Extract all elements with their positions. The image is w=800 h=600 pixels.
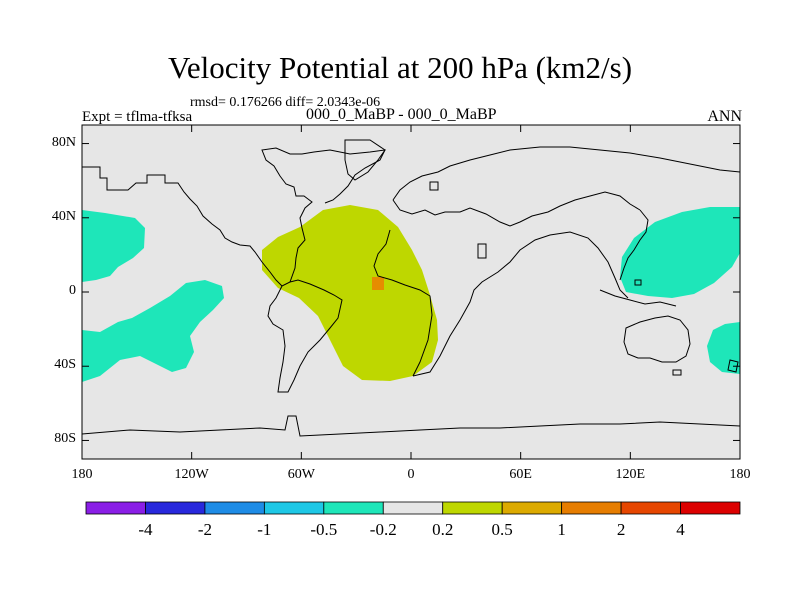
axis-ticks [81,125,741,459]
coastline-south-america [267,279,343,393]
coastline-eurasia-africa [392,146,740,201]
lon-label: 180 [71,467,93,482]
expt-label: Expt = tflma-tfksa [82,109,193,125]
lat-label: 80N [51,134,76,150]
lon-label: 120E [615,467,646,482]
lon-label: 0 [407,467,415,482]
teal-region-west-south-pacific [82,280,224,382]
colorbar-label: -2 [197,520,212,539]
stats-line: rmsd= 0.176266 diff= 2.0343e-06 [190,95,381,110]
coastline-australia [623,315,691,363]
colorbar-label: 1 [557,520,566,539]
teal-region-east-pacific [620,207,740,298]
colorbar-box [323,501,384,515]
colorbar-box [620,501,681,515]
colorbar-label: 2 [616,520,626,539]
lon-label: 60W [287,467,315,482]
coastline-antarctica [82,415,740,437]
colorbar [85,501,741,515]
coastline-greenland [344,139,386,181]
teal-region-west-north-pacific [82,210,145,282]
teal-region-south-east-pacific [707,322,740,374]
coastline-north-america [82,147,386,287]
lat-label: 40S [54,357,76,373]
orange-patch [372,277,384,290]
coastline-indonesia [599,289,677,307]
colorbar-box [561,501,622,515]
lat-label: 80S [54,431,76,447]
island-4 [477,243,487,259]
colorbar-box [85,501,146,515]
colorbar-box [382,501,444,515]
colorbar-label: -4 [138,520,153,539]
lon-label: 120W [174,467,209,482]
season-label: ANN [707,108,742,125]
colorbar-box [204,501,265,515]
island-1 [634,279,642,286]
colorbar-label: 0.2 [432,520,454,539]
lat-label: 40N [51,208,76,224]
colorbar-label: -0.5 [310,520,338,539]
coastlines [82,139,740,437]
colorbar-box [442,501,503,515]
colorbar-label: 4 [676,520,685,539]
colorbar-box [263,501,325,515]
lon-label: 60E [509,467,532,482]
colorbar-label: -0.2 [369,520,397,539]
experiment-label: 000_0_MaBP - 000_0_MaBP [306,106,497,123]
lat-label: 0 [69,283,76,298]
coastline-new-zealand [727,359,739,373]
field-layer [82,139,740,437]
colorbar-label: 0.5 [491,520,513,539]
coastline-europe [392,191,641,227]
coastline-east-asia [619,209,649,281]
coastline-africa-east [412,231,629,377]
green-region-atlantic [262,205,438,381]
plot-title: Velocity Potential at 200 hPa (km2/s) [167,50,633,85]
colorbar-label: -1 [257,520,272,539]
colorbar-box [145,501,206,515]
lon-label: 180 [729,467,751,482]
coastline-africa-west [373,229,433,377]
island-2 [672,369,682,376]
colorbar-box [680,501,741,515]
island-3 [429,181,439,191]
colorbar-box [501,501,563,515]
